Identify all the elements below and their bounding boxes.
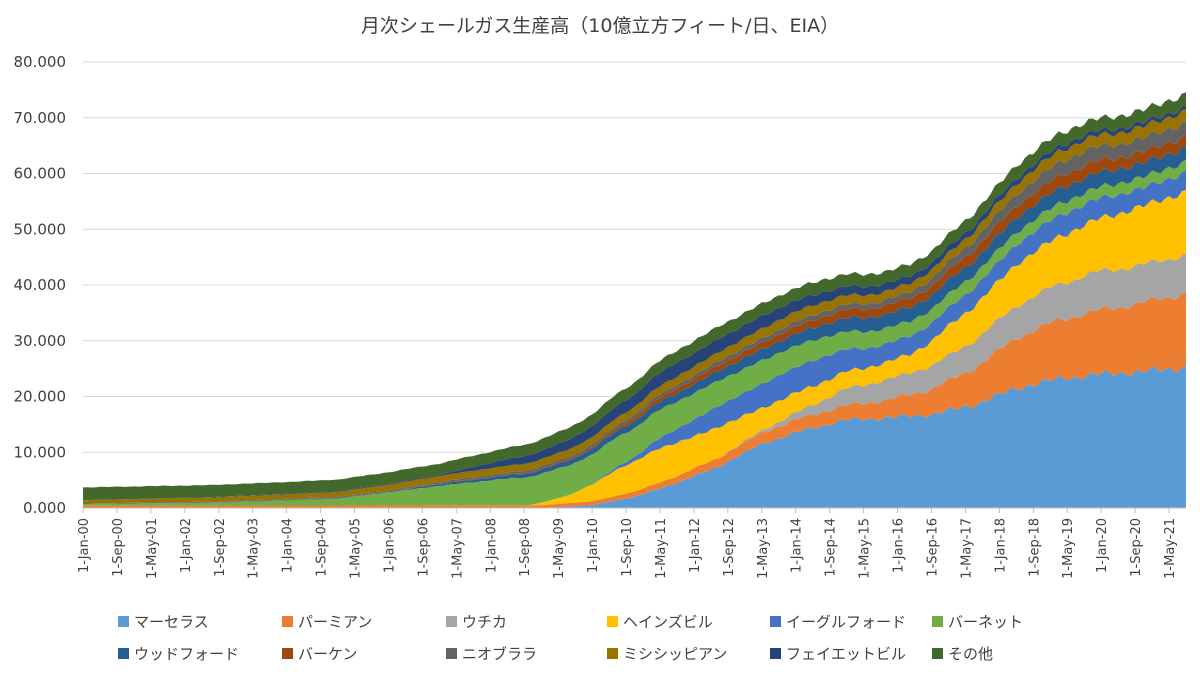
x-tick-label: 1-May-15 (858, 518, 873, 579)
legend-swatch (282, 648, 293, 659)
legend-swatch (118, 616, 129, 627)
x-tick-label: 1-Jan-16 (892, 518, 907, 573)
legend-swatch (446, 616, 457, 627)
y-tick-label: 70.000 (14, 109, 67, 127)
x-tick-label: 1-Jan-02 (179, 518, 194, 573)
legend-label: ニオブララ (462, 645, 537, 663)
x-tick-label: 1-Jan-12 (688, 518, 703, 573)
x-tick-label: 1-May-01 (145, 518, 160, 579)
x-tick-label: 1-May-05 (349, 518, 364, 579)
legend-label: マーセラス (134, 613, 209, 631)
area-series-1 (83, 365, 1186, 508)
area-series-8 (83, 135, 1186, 505)
legend-swatch (932, 616, 943, 627)
x-tick-label: 1-Jan-10 (586, 518, 601, 573)
x-tick-label: 1-Jan-06 (382, 518, 397, 573)
x-tick-label: 1-Sep-20 (1129, 518, 1144, 577)
stacked-areas (83, 92, 1186, 508)
x-tick-label: 1-Sep-08 (518, 518, 533, 577)
y-tick-label: 40.000 (14, 276, 67, 294)
x-tick-label: 1-May-13 (756, 518, 771, 579)
y-axis-ticks: 0.000 10.000 20.000 30.000 40.000 50.000 60.00… (14, 53, 67, 517)
legend-label: フェイエットビル (786, 645, 906, 663)
x-tick-label: 1-Sep-14 (824, 518, 839, 577)
y-tick-label: 60.000 (14, 165, 67, 183)
x-tick-label: 1-Sep-02 (213, 518, 228, 577)
x-tick-label: 1-Sep-10 (620, 518, 635, 577)
x-tick-label: 1-Sep-00 (111, 518, 126, 577)
x-tick-label: 1-Jan-18 (993, 518, 1008, 573)
y-tick-label: 20.000 (14, 388, 67, 406)
x-tick-label: 1-May-21 (1163, 518, 1178, 579)
legend-label: ヘインズビル (623, 613, 713, 631)
x-tick-label: 1-Sep-04 (315, 518, 330, 577)
x-tick-label: 1-May-11 (654, 518, 669, 579)
y-tick-label: 50.000 (14, 220, 67, 238)
area-series-7 (83, 146, 1186, 505)
legend-swatch (118, 648, 129, 659)
legend-swatch (282, 616, 293, 627)
x-tick-label: 1-May-03 (247, 518, 262, 579)
legend-swatch (770, 616, 781, 627)
x-tick-label: 1-Sep-12 (722, 518, 737, 577)
x-tick-label: 1-Jan-08 (484, 518, 499, 573)
x-tick-label: 1-Jan-00 (77, 518, 92, 573)
legend-label: ウッドフォード (134, 645, 239, 663)
x-tick-label: 1-May-07 (450, 518, 465, 579)
legend-swatch (607, 648, 618, 659)
area-series-12 (83, 92, 1186, 501)
x-tick-label: 1-May-09 (552, 518, 567, 579)
x-tick-label: 1-Sep-16 (925, 518, 940, 577)
x-tick-label: 1-Sep-18 (1027, 518, 1042, 577)
legend-swatch (607, 616, 618, 627)
y-tick-label: 30.000 (14, 332, 67, 350)
x-tick-label: 1-May-19 (1061, 518, 1076, 579)
legend-swatch (446, 648, 457, 659)
y-tick-label: 0.000 (23, 499, 66, 517)
legend-label: イーグルフォード (786, 613, 906, 631)
area-series-10 (83, 109, 1186, 504)
area-series-6 (83, 159, 1186, 506)
legend-label: ミシシッピアン (623, 645, 727, 663)
legend-label: パーミアン (298, 613, 372, 631)
legend-label: その他 (948, 645, 993, 663)
legend-label: バーネット (948, 613, 1023, 631)
y-tick-label: 10.000 (14, 443, 67, 461)
legend-label: バーケン (298, 645, 358, 663)
chart-title: 月次シェールガス生産高（10億立方フィート/日、EIA） (361, 15, 839, 37)
x-axis-ticks: 1-Jan-00 1-Sep-00 1-May-01 1-Jan-02 1-Sep-02… (77, 508, 1178, 579)
x-tick-label: 1-Jan-14 (790, 518, 805, 573)
x-tick-label: 1-Jan-04 (281, 518, 296, 573)
x-tick-label: 1-Jan-20 (1095, 518, 1110, 573)
y-tick-label: 80.000 (14, 53, 67, 71)
x-tick-label: 1-May-17 (959, 518, 974, 579)
legend-swatch (932, 648, 943, 659)
area-series-9 (83, 120, 1186, 505)
legend-swatch (770, 648, 781, 659)
legend-label: ウチカ (462, 613, 507, 631)
area-series-2 (83, 292, 1186, 508)
x-tick-label: 1-Sep-06 (416, 518, 431, 577)
